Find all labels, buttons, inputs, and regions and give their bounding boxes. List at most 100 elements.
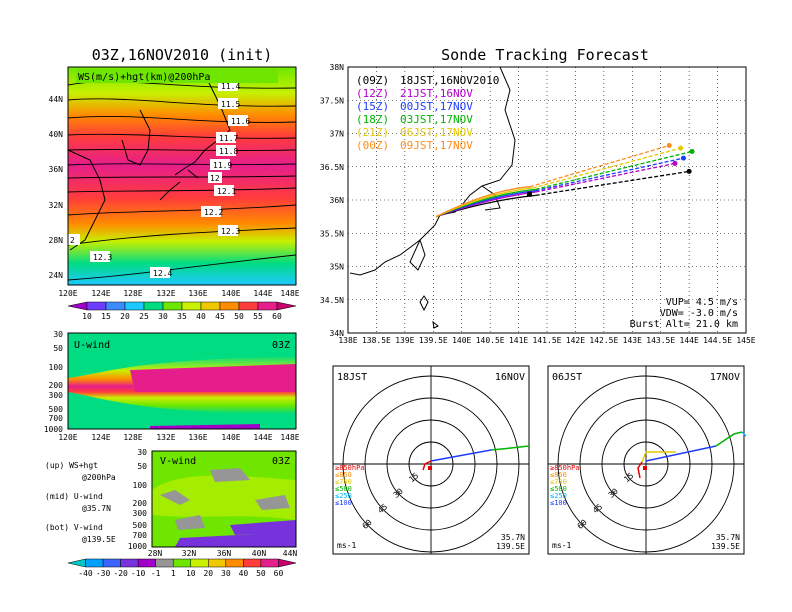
colorbar-swatch: [208, 558, 227, 568]
lon-label: 144E: [253, 433, 272, 442]
polar-loc-lon: 139.5E: [496, 542, 525, 551]
korea-coastline: [121, 109, 151, 166]
colorbar-swatch: [238, 301, 259, 311]
polar-unit: ms-1: [337, 541, 356, 550]
lon-label: 128E: [123, 289, 142, 298]
burst-point: [672, 160, 678, 166]
lat-label: 40N: [49, 130, 64, 139]
contour-label: 12.2: [204, 208, 223, 217]
lon-label: 139E: [395, 336, 414, 345]
burst-point: [678, 145, 684, 151]
vwind-pressure-axis: 30 50 100 200 300 500 700 1000: [128, 448, 147, 551]
lat-label: 44N: [49, 95, 64, 104]
colorbar-swatch: [137, 558, 156, 568]
colorbar-label: -40: [78, 569, 93, 578]
pressure-label: 300: [133, 509, 148, 518]
lat-label: 44N: [283, 549, 298, 558]
colorbar-label: 60: [272, 312, 282, 321]
lat-label: 32N: [182, 549, 197, 558]
colorbar-label: 25: [139, 312, 149, 321]
track-line: [535, 150, 693, 190]
lat-label: 36.5N: [320, 163, 344, 172]
uwind-panel: U-wind 03Z 30 50 100 200 300 500 700 100…: [44, 330, 300, 442]
legend-code: (21Z): [356, 126, 389, 139]
colorbar-swatch: [260, 558, 279, 568]
hodograph: [645, 445, 717, 462]
pressure-label: 200: [49, 381, 64, 390]
uwind-lon-axis: 120E 124E 128E 132E 136E 140E 144E 148E: [58, 433, 299, 442]
level-legend: ≥850hPa: [335, 464, 365, 472]
param-line: VDW= -3.0 m/s: [660, 308, 738, 319]
lon-label: 140E: [221, 433, 240, 442]
lon-label: 132E: [156, 433, 175, 442]
pressure-label: 1000: [128, 542, 147, 551]
burst-point: [686, 168, 692, 174]
level-legend: ≤100: [335, 499, 352, 507]
colorbar-swatch: [200, 301, 221, 311]
contour-12.4: [67, 254, 297, 281]
note-line: (up) WS+hgt: [45, 461, 98, 470]
colorbar-label: -1: [151, 569, 161, 578]
v-colorbar: -40 -30 -20 -10 -1 1 10 20 30 40 50 60: [67, 558, 297, 578]
contour-12.1: [67, 187, 297, 193]
colorbar-swatch: [67, 301, 88, 311]
lat-label: 35.5N: [320, 229, 344, 238]
colorbar-swatch: [124, 301, 145, 311]
contour-11.6: [67, 115, 297, 123]
pressure-label: 500: [49, 405, 64, 414]
colorbar-label: 20: [120, 312, 130, 321]
polar-left-panel: 18JST 16NOV15304560≥850hPa≤850≤700≤500≤25…: [332, 365, 530, 555]
lat-label: 24N: [49, 271, 64, 280]
note-line: @35.7N: [82, 504, 111, 513]
lat-label: 34.5N: [320, 296, 344, 305]
pressure-label: 500: [133, 521, 148, 530]
uwind-pressure-axis: 30 50 100 200 300 500 700 1000: [44, 330, 63, 434]
vwind-lat-axis: 28N 32N 36N 40N 44N: [148, 549, 298, 558]
legend-time: 18JST,16NOV2010: [400, 74, 499, 87]
polar-date: 17NOV: [710, 372, 740, 383]
legend-time: 00JST,17NOV: [400, 100, 473, 113]
lon-label: 143.5E: [646, 336, 675, 345]
left-title: 03Z,16NOV2010 (init): [92, 46, 273, 64]
hodograph: [430, 449, 492, 462]
contour-label: 12.3: [93, 253, 112, 262]
contour-label: 12.1: [217, 187, 236, 196]
panel-notes: (up) WS+hgt @200hPa (mid) U-wind @35.7N …: [45, 461, 116, 544]
colorbar-label: 30: [221, 569, 231, 578]
contour-label: 11.4: [221, 82, 240, 91]
colorbar-swatch: [86, 301, 107, 311]
lon-label: 140E: [221, 289, 240, 298]
uwind-label: U-wind: [74, 340, 110, 351]
island-1: [419, 295, 429, 312]
lon-label: 132E: [156, 289, 175, 298]
polar-unit: ms-1: [552, 541, 571, 550]
lon-label: 144.5E: [703, 336, 732, 345]
colorbar-label: 60: [274, 569, 284, 578]
lat-label: 36N: [330, 196, 345, 205]
ws-colorbar: 10 15 20 25 30 35 40 45 50 55 60: [67, 301, 297, 321]
lon-label: 128E: [123, 433, 142, 442]
pressure-label: 50: [137, 462, 147, 471]
level-legend: ≥850hPa: [550, 464, 580, 472]
contour-label: 11.6: [231, 117, 250, 126]
china-coastline: [67, 149, 106, 251]
pressure-label: 700: [49, 414, 64, 423]
lon-label: 124E: [91, 289, 110, 298]
polar-date: 16NOV: [495, 372, 525, 383]
track-line: [532, 147, 681, 189]
map-label: WS(m/s)+hgt(km)@200hPa: [78, 72, 210, 83]
note-line: (bot) V-wind: [45, 523, 103, 532]
colorbar-label: 40: [196, 312, 206, 321]
contour-label: 12.4: [153, 269, 172, 278]
vwind-label: V-wind: [160, 456, 196, 467]
level-legend: ≤850: [550, 471, 567, 479]
contour-11.7: [67, 133, 297, 139]
contour-labels: 11.4 11.5 11.6 11.7 11.8 11.9 12 12.1 12…: [68, 80, 250, 278]
legend-code: (09Z): [356, 74, 389, 87]
colorbar-label: 50: [234, 312, 244, 321]
lon-label: 124E: [91, 433, 110, 442]
lat-label: 28N: [49, 236, 64, 245]
burst-point: [680, 155, 686, 161]
colorbar-swatch: [105, 301, 126, 311]
colorbar-label: 55: [253, 312, 263, 321]
